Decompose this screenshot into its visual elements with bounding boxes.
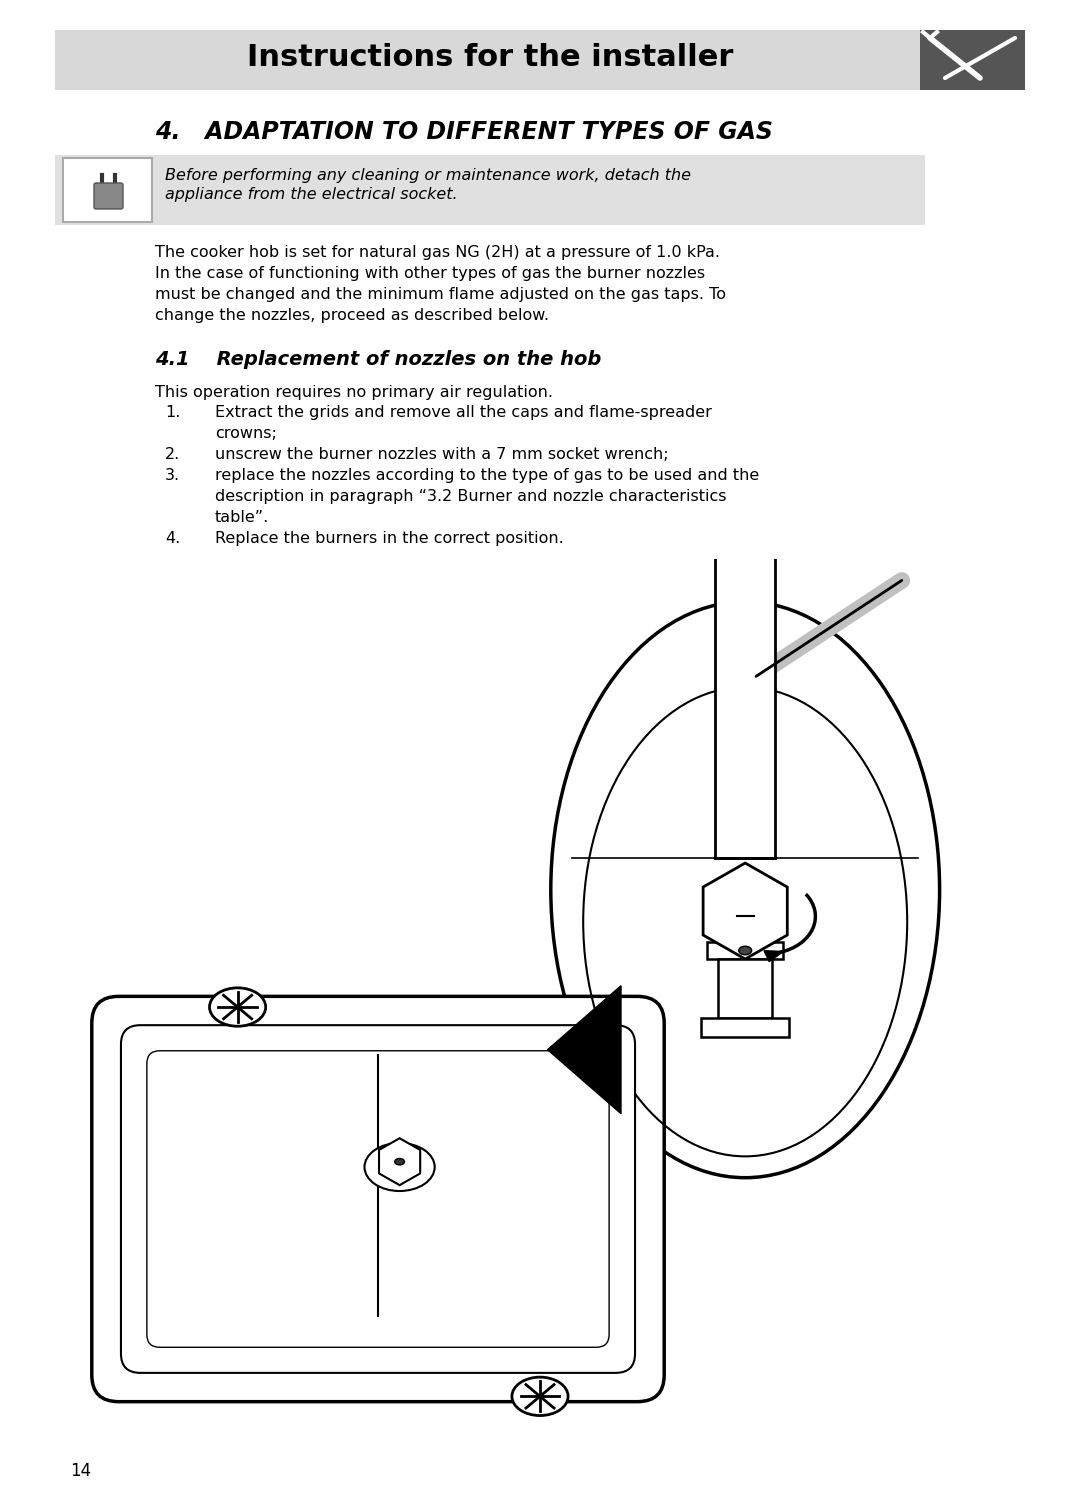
- Text: Replace the burners in the correct position.: Replace the burners in the correct posit…: [215, 530, 564, 545]
- FancyBboxPatch shape: [147, 1050, 609, 1348]
- Text: description in paragraph “3.2 Burner and nozzle characteristics: description in paragraph “3.2 Burner and…: [215, 490, 727, 505]
- Ellipse shape: [395, 1159, 404, 1165]
- Text: The cooker hob is set for natural gas NG (2H) at a pressure of 1.0 kPa.: The cooker hob is set for natural gas NG…: [156, 245, 720, 260]
- Ellipse shape: [365, 1142, 434, 1191]
- Text: change the nozzles, proceed as described below.: change the nozzles, proceed as described…: [156, 308, 549, 323]
- Text: 14: 14: [70, 1463, 91, 1479]
- Text: This operation requires no primary air regulation.: This operation requires no primary air r…: [156, 385, 553, 400]
- Ellipse shape: [210, 988, 266, 1026]
- Text: 2.: 2.: [165, 447, 180, 462]
- FancyBboxPatch shape: [55, 30, 920, 91]
- Ellipse shape: [551, 601, 940, 1177]
- FancyBboxPatch shape: [63, 159, 152, 222]
- Text: crowns;: crowns;: [215, 426, 276, 441]
- Text: must be changed and the minimum flame adjusted on the gas taps. To: must be changed and the minimum flame ad…: [156, 287, 726, 302]
- Text: 4.   ADAPTATION TO DIFFERENT TYPES OF GAS: 4. ADAPTATION TO DIFFERENT TYPES OF GAS: [156, 119, 773, 144]
- Text: 4.1    Replacement of nozzles on the hob: 4.1 Replacement of nozzles on the hob: [156, 351, 602, 369]
- Polygon shape: [764, 950, 783, 961]
- Text: replace the nozzles according to the type of gas to be used and the: replace the nozzles according to the typ…: [215, 468, 759, 484]
- Ellipse shape: [512, 1377, 568, 1416]
- Text: appliance from the electrical socket.: appliance from the electrical socket.: [165, 187, 458, 202]
- Text: Extract the grids and remove all the caps and flame-spreader: Extract the grids and remove all the cap…: [215, 405, 712, 420]
- FancyBboxPatch shape: [92, 996, 664, 1402]
- FancyBboxPatch shape: [701, 1018, 789, 1037]
- Text: In the case of functioning with other types of gas the burner nozzles: In the case of functioning with other ty…: [156, 266, 705, 281]
- FancyBboxPatch shape: [920, 30, 1025, 91]
- Polygon shape: [703, 863, 787, 959]
- Text: 4.: 4.: [165, 530, 180, 545]
- FancyBboxPatch shape: [715, 496, 775, 858]
- FancyBboxPatch shape: [121, 1024, 635, 1373]
- FancyBboxPatch shape: [718, 959, 772, 1018]
- FancyBboxPatch shape: [55, 156, 924, 225]
- Text: Before performing any cleaning or maintenance work, detach the: Before performing any cleaning or mainte…: [165, 168, 691, 183]
- Polygon shape: [548, 985, 621, 1114]
- Text: 3.: 3.: [165, 468, 180, 484]
- Text: Instructions for the installer: Instructions for the installer: [247, 44, 733, 73]
- Polygon shape: [379, 1138, 420, 1185]
- FancyBboxPatch shape: [94, 183, 123, 209]
- Ellipse shape: [739, 946, 752, 955]
- Text: table”.: table”.: [215, 511, 269, 524]
- FancyBboxPatch shape: [707, 941, 783, 959]
- Text: 1.: 1.: [165, 405, 180, 420]
- Text: unscrew the burner nozzles with a 7 mm socket wrench;: unscrew the burner nozzles with a 7 mm s…: [215, 447, 669, 462]
